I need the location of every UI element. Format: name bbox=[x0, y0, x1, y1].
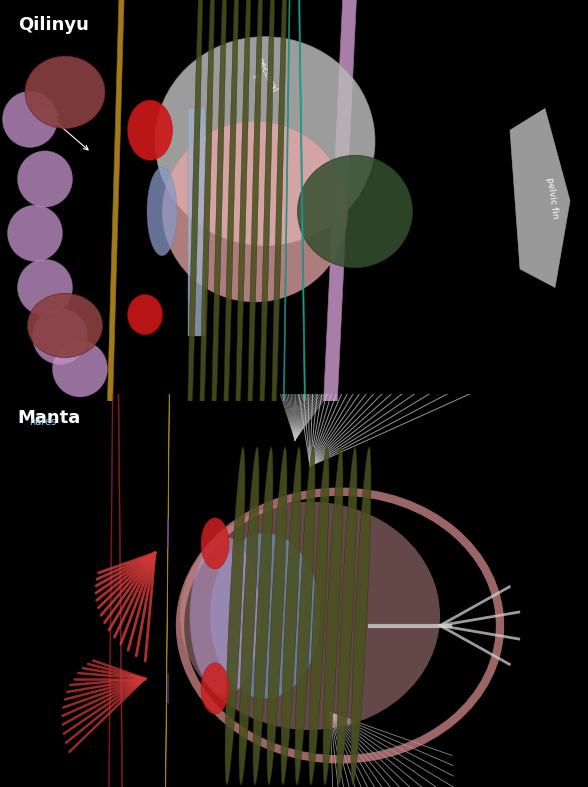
Ellipse shape bbox=[18, 260, 72, 316]
Ellipse shape bbox=[52, 0, 168, 787]
Ellipse shape bbox=[201, 663, 229, 714]
Ellipse shape bbox=[131, 0, 550, 787]
Ellipse shape bbox=[222, 0, 240, 543]
Ellipse shape bbox=[240, 0, 329, 787]
Ellipse shape bbox=[162, 121, 348, 302]
Ellipse shape bbox=[32, 309, 88, 364]
Ellipse shape bbox=[239, 447, 259, 785]
Ellipse shape bbox=[186, 0, 204, 543]
Ellipse shape bbox=[18, 151, 72, 207]
Ellipse shape bbox=[180, 502, 440, 730]
Ellipse shape bbox=[351, 447, 371, 785]
Ellipse shape bbox=[57, 0, 183, 787]
Ellipse shape bbox=[246, 0, 354, 787]
Ellipse shape bbox=[253, 447, 273, 785]
Ellipse shape bbox=[155, 37, 375, 246]
Ellipse shape bbox=[281, 447, 301, 785]
Ellipse shape bbox=[8, 205, 62, 261]
Ellipse shape bbox=[198, 0, 216, 543]
Polygon shape bbox=[510, 109, 570, 287]
Text: pectoral
fin: pectoral fin bbox=[245, 56, 278, 98]
Polygon shape bbox=[188, 109, 205, 336]
Ellipse shape bbox=[323, 447, 343, 785]
Ellipse shape bbox=[151, 0, 185, 787]
Ellipse shape bbox=[210, 0, 228, 543]
Ellipse shape bbox=[337, 447, 357, 785]
Ellipse shape bbox=[28, 294, 102, 357]
Ellipse shape bbox=[190, 538, 260, 695]
Ellipse shape bbox=[25, 56, 105, 128]
Text: pelvic fin: pelvic fin bbox=[546, 176, 560, 219]
Ellipse shape bbox=[295, 447, 315, 785]
Ellipse shape bbox=[147, 168, 177, 256]
Text: nares: nares bbox=[29, 417, 56, 427]
Ellipse shape bbox=[246, 0, 264, 543]
Ellipse shape bbox=[68, 0, 162, 787]
Ellipse shape bbox=[225, 447, 245, 785]
Ellipse shape bbox=[201, 518, 229, 569]
Text: Manta: Manta bbox=[18, 409, 81, 427]
Ellipse shape bbox=[267, 447, 287, 785]
Text: nares: nares bbox=[32, 109, 88, 150]
Ellipse shape bbox=[298, 155, 413, 268]
Ellipse shape bbox=[128, 294, 162, 334]
Ellipse shape bbox=[210, 534, 320, 699]
Text: Qilinyu: Qilinyu bbox=[18, 16, 89, 34]
Ellipse shape bbox=[128, 100, 172, 161]
Ellipse shape bbox=[52, 341, 108, 397]
Ellipse shape bbox=[234, 0, 252, 543]
Ellipse shape bbox=[270, 0, 288, 543]
Ellipse shape bbox=[309, 447, 329, 785]
Ellipse shape bbox=[2, 91, 58, 147]
Ellipse shape bbox=[258, 0, 276, 543]
